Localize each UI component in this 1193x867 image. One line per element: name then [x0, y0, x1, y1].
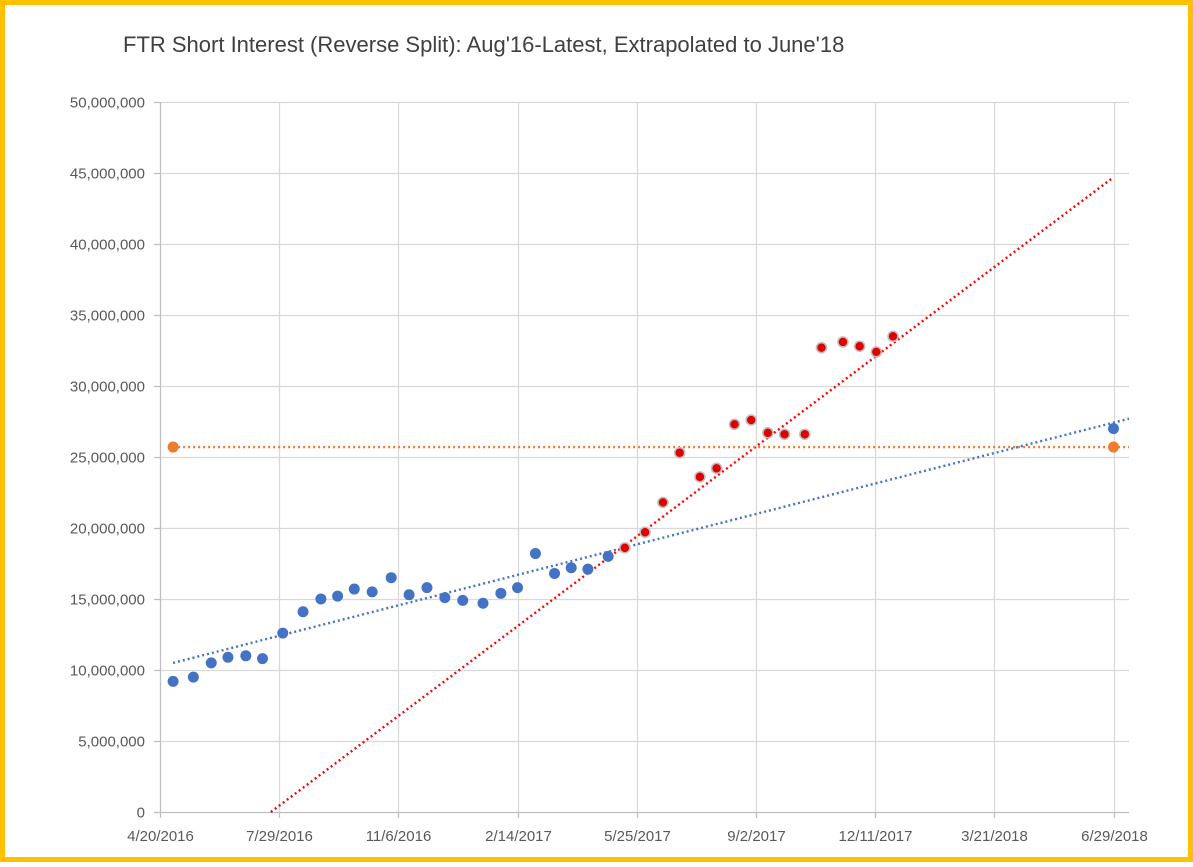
x-tick-label: 6/29/2018 — [1081, 828, 1148, 845]
y-tick-label: 30,000,000 — [70, 379, 145, 396]
data-point-series-1 — [565, 562, 577, 574]
data-point-series-1 — [205, 657, 217, 669]
data-point-series-1 — [240, 650, 252, 662]
data-point-series-1 — [495, 587, 507, 599]
data-point-series-1 — [1108, 423, 1120, 435]
data-point-series-2 — [853, 340, 866, 353]
data-point-series-1 — [332, 590, 344, 602]
y-tick-label: 40,000,000 — [70, 237, 145, 254]
data-point-series-1 — [277, 627, 289, 639]
x-tick-label: 2/14/2017 — [485, 828, 552, 845]
data-point-series-2 — [728, 418, 741, 431]
data-point-series-1 — [421, 582, 433, 594]
data-point-series-2 — [639, 526, 651, 539]
data-point-series-3 — [1108, 441, 1120, 453]
x-tick-label: 4/20/2016 — [127, 828, 194, 845]
data-point-series-2 — [887, 330, 899, 343]
data-point-series-2 — [694, 471, 706, 483]
x-tick-label: 5/25/2017 — [604, 828, 671, 845]
x-tick-label: 9/2/2017 — [727, 828, 785, 845]
data-point-series-1 — [167, 675, 179, 687]
y-tick-label: 20,000,000 — [70, 521, 145, 538]
y-tick-label: 15,000,000 — [70, 592, 145, 609]
data-point-series-2 — [745, 414, 757, 426]
data-point-series-1 — [602, 550, 614, 562]
y-tick-label: 45,000,000 — [70, 166, 145, 183]
y-tick-label: 10,000,000 — [70, 663, 145, 680]
scatter-chart: FTR Short Interest (Reverse Split): Aug'… — [70, 32, 1148, 846]
data-point-series-1 — [477, 597, 489, 609]
data-point-series-2 — [837, 336, 849, 348]
data-point-series-1 — [297, 606, 309, 618]
data-point-series-2 — [815, 341, 828, 354]
trendline-2 — [270, 176, 1115, 813]
data-point-series-2 — [710, 462, 723, 475]
data-point-series-2 — [762, 427, 774, 439]
data-point-series-1 — [439, 592, 451, 604]
data-point-series-1 — [385, 572, 397, 584]
data-point-series-1 — [315, 593, 327, 605]
y-tick-label: 50,000,000 — [70, 95, 145, 112]
x-tick-label: 11/6/2016 — [366, 828, 432, 845]
y-tick-label: 0 — [137, 805, 145, 822]
data-point-series-2 — [778, 428, 791, 441]
data-point-series-1 — [348, 583, 360, 595]
grid-layer — [160, 101, 1129, 812]
data-point-series-1 — [403, 589, 415, 601]
data-point-series-2 — [619, 542, 631, 554]
data-point-layer — [167, 330, 1120, 687]
data-point-series-1 — [257, 653, 269, 665]
data-point-series-3 — [167, 441, 179, 453]
data-point-series-1 — [529, 548, 541, 560]
data-point-series-1 — [457, 594, 469, 606]
data-point-series-2 — [657, 496, 669, 509]
data-point-series-1 — [366, 586, 378, 598]
y-tick-label: 35,000,000 — [70, 308, 145, 325]
x-tick-label: 3/21/2018 — [961, 828, 1028, 845]
y-tick-label: 5,000,000 — [78, 734, 145, 751]
data-point-series-1 — [222, 651, 234, 663]
y-tick-label: 25,000,000 — [70, 450, 145, 467]
data-point-series-1 — [187, 671, 199, 683]
data-point-series-2 — [799, 428, 811, 441]
data-point-series-1 — [582, 563, 594, 575]
data-point-series-1 — [512, 582, 524, 594]
x-tick-label: 7/29/2016 — [246, 828, 313, 845]
x-tick-label: 12/11/2017 — [839, 828, 913, 845]
data-point-series-1 — [549, 567, 561, 579]
data-point-series-2 — [673, 446, 686, 459]
data-point-series-2 — [870, 346, 883, 358]
chart-title: FTR Short Interest (Reverse Split): Aug'… — [123, 32, 844, 57]
trendline-layer — [172, 176, 1130, 813]
trendline-1 — [172, 417, 1130, 665]
axis-layer: 0 5,000,000 10,000,000 15,000,000 20,000,000… — [70, 95, 1148, 846]
